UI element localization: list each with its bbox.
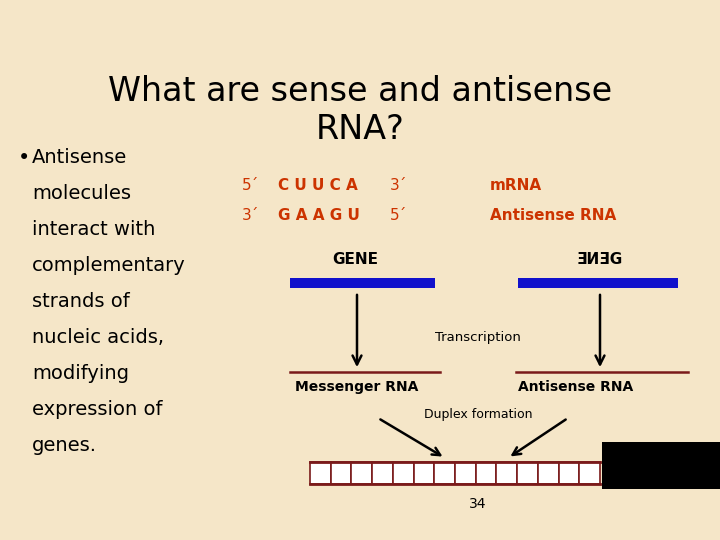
- Bar: [476, 462, 496, 484]
- Text: nucleic acids,: nucleic acids,: [32, 328, 164, 347]
- Bar: [538, 462, 559, 484]
- Text: expression of: expression of: [32, 400, 163, 419]
- Bar: [602, 442, 720, 489]
- Bar: [351, 462, 372, 484]
- Text: C U U C A: C U U C A: [278, 178, 358, 193]
- Bar: [393, 462, 413, 484]
- Text: Antisense: Antisense: [32, 148, 127, 167]
- Bar: [434, 462, 455, 484]
- Text: genes.: genes.: [32, 436, 97, 455]
- Text: 3´: 3´: [242, 208, 259, 223]
- Bar: [455, 462, 476, 484]
- Text: Duplex formation: Duplex formation: [424, 408, 532, 421]
- Bar: [330, 462, 351, 484]
- Text: What are sense and antisense
RNA?: What are sense and antisense RNA?: [108, 75, 612, 146]
- Text: Antisense RNA: Antisense RNA: [518, 380, 634, 394]
- Bar: [413, 462, 434, 484]
- Text: modifying: modifying: [32, 364, 129, 383]
- Bar: [310, 462, 330, 484]
- Text: Antisense RNA: Antisense RNA: [490, 208, 616, 223]
- Text: •: •: [18, 148, 30, 168]
- Text: mRNA: mRNA: [490, 178, 542, 193]
- Text: Transcription: Transcription: [435, 332, 521, 345]
- Text: 34: 34: [469, 497, 487, 511]
- Text: molecules: molecules: [32, 184, 131, 203]
- Bar: [496, 462, 517, 484]
- Text: strands of: strands of: [32, 292, 130, 311]
- Text: interact with: interact with: [32, 220, 156, 239]
- Text: 5´: 5´: [390, 208, 408, 223]
- Text: ƎИƎG: ƎИƎG: [577, 252, 623, 267]
- Text: complementary: complementary: [32, 256, 186, 275]
- Text: GENE: GENE: [332, 252, 378, 267]
- Text: G A A G U: G A A G U: [278, 208, 360, 223]
- Bar: [580, 462, 600, 484]
- Bar: [290, 278, 435, 288]
- Text: 3´: 3´: [390, 178, 408, 193]
- Bar: [372, 462, 393, 484]
- Text: 5´: 5´: [242, 178, 259, 193]
- Bar: [517, 462, 538, 484]
- Bar: [518, 278, 678, 288]
- Text: Messenger RNA: Messenger RNA: [295, 380, 418, 394]
- Bar: [559, 462, 580, 484]
